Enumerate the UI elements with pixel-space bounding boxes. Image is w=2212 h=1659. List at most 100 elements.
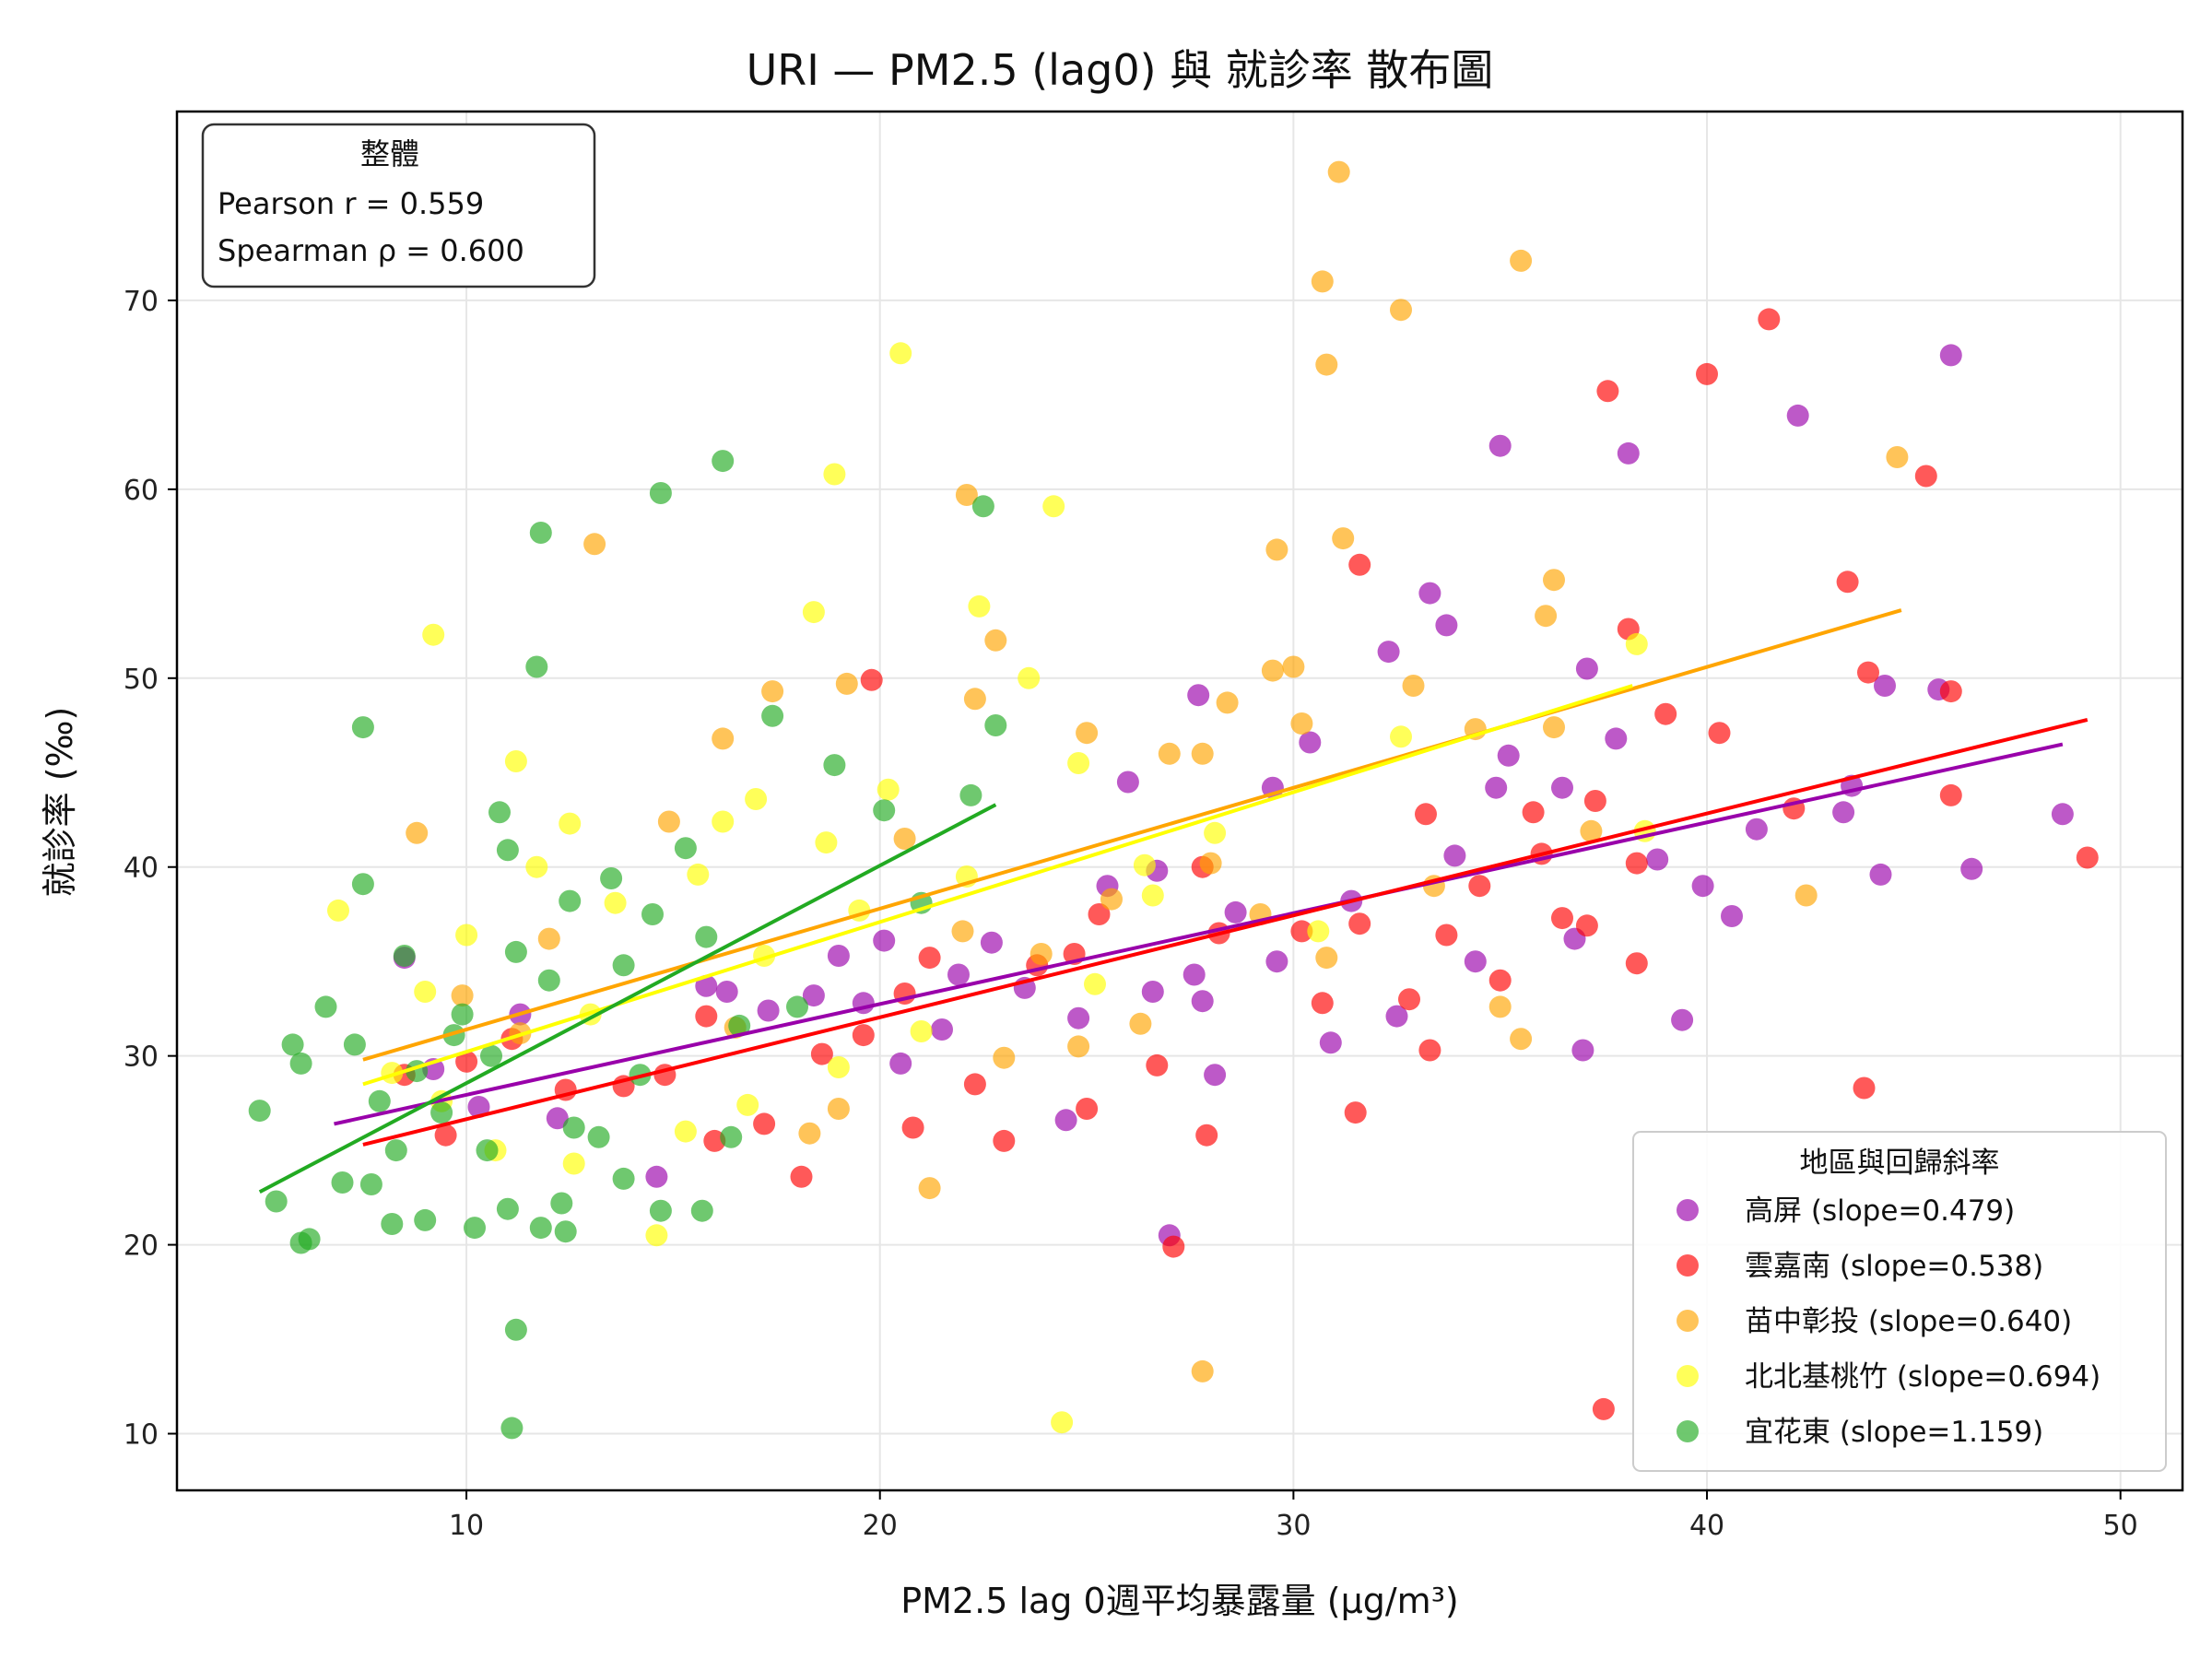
data-point [984, 714, 1007, 736]
data-point [2076, 846, 2099, 869]
x-tick-label: 10 [449, 1510, 484, 1542]
x-tick-label: 40 [1689, 1510, 1724, 1542]
data-point [525, 855, 548, 878]
data-point [554, 1220, 577, 1243]
data-point [414, 981, 437, 1003]
data-point [562, 1152, 585, 1175]
data-point [641, 903, 664, 925]
data-point [1216, 691, 1239, 714]
data-point [1116, 771, 1139, 794]
data-point [529, 522, 552, 544]
data-point [359, 1173, 382, 1195]
data-point [1290, 920, 1313, 943]
data-point [1129, 1012, 1152, 1035]
data-point [1265, 538, 1288, 561]
data-point [815, 831, 838, 854]
data-point [1191, 990, 1214, 1013]
data-point [1195, 1124, 1218, 1147]
data-point [971, 495, 994, 518]
data-point [455, 924, 478, 947]
data-point [476, 1139, 499, 1162]
data-point [1646, 848, 1669, 871]
data-point [1443, 844, 1466, 867]
data-point [488, 801, 511, 824]
data-point [504, 940, 527, 963]
stats-box: 整體 Pearson r = 0.559 Spearman ρ = 0.600 [201, 123, 596, 288]
data-point [959, 783, 982, 806]
data-point [1758, 308, 1781, 331]
data-point [993, 1046, 1016, 1069]
legend: 地區與回歸斜率 高屏 (slope=0.479) 雲嘉南 (slope=0.538… [1632, 1131, 2167, 1472]
data-point [1067, 1035, 1090, 1058]
legend-marker [1677, 1365, 1699, 1387]
legend-marker [1677, 1199, 1699, 1221]
legend-marker [1677, 1254, 1699, 1277]
data-point [690, 1199, 713, 1222]
data-point [406, 821, 429, 844]
data-point [1832, 801, 1855, 824]
data-point [384, 1139, 407, 1162]
data-point [1708, 722, 1731, 745]
data-point [562, 1116, 585, 1139]
data-point [1182, 963, 1206, 986]
data-point [835, 672, 858, 695]
data-point [298, 1228, 321, 1251]
data-point [1721, 905, 1743, 927]
data-point [827, 1056, 850, 1078]
regression-line [362, 684, 1633, 1087]
data-point [1522, 801, 1545, 824]
data-point [1282, 655, 1305, 678]
data-point [1625, 632, 1648, 655]
data-point [1543, 716, 1565, 739]
y-axis-title: 就診率 (‰) [40, 707, 80, 898]
data-point [248, 1100, 271, 1123]
data-point [1497, 744, 1520, 767]
data-point [1377, 641, 1400, 664]
data-point [504, 1318, 527, 1341]
data-point [1261, 659, 1284, 682]
data-point [993, 1129, 1016, 1152]
data-point [1204, 1064, 1227, 1087]
regression-line [362, 717, 2088, 1147]
legend-marker [1677, 1420, 1699, 1442]
data-point [1199, 852, 1222, 875]
data-point [728, 1014, 751, 1037]
data-point [1332, 527, 1355, 550]
data-point [823, 754, 846, 777]
data-point [327, 899, 349, 922]
data-point [1853, 1077, 1876, 1100]
data-point [1402, 675, 1425, 697]
data-point [1224, 900, 1247, 924]
data-point [1018, 666, 1041, 689]
data-point [873, 799, 896, 822]
data-point [559, 812, 582, 835]
data-point [1290, 712, 1313, 735]
data-point [1054, 1109, 1077, 1132]
data-point [1435, 924, 1458, 947]
x-axis-title: PM2.5 lag 0週平均暴露量 (μg/m³) [900, 1581, 1459, 1621]
data-point [963, 1073, 986, 1096]
data-point [414, 1208, 437, 1231]
legend-label: 雲嘉南 (slope=0.538) [1745, 1250, 2043, 1283]
data-point [1464, 950, 1487, 973]
data-point [1084, 972, 1106, 995]
data-point [1543, 569, 1565, 592]
data-point [604, 891, 627, 914]
data-point [1315, 353, 1338, 376]
data-point [464, 1217, 486, 1240]
data-point [1327, 160, 1350, 183]
data-point [1415, 803, 1437, 826]
data-point [980, 931, 1003, 954]
legend-label: 北北基桃竹 (slope=0.694) [1745, 1360, 2100, 1394]
data-point [1625, 852, 1648, 875]
data-point [645, 1165, 668, 1188]
legend-label: 高屏 (slope=0.479) [1745, 1194, 2015, 1228]
data-point [712, 727, 735, 750]
data-point [1162, 1235, 1185, 1258]
plot-frame [175, 110, 2184, 1492]
data-point [1939, 344, 1962, 367]
data-point [343, 1033, 366, 1056]
data-point [968, 594, 991, 618]
data-point [496, 839, 519, 862]
